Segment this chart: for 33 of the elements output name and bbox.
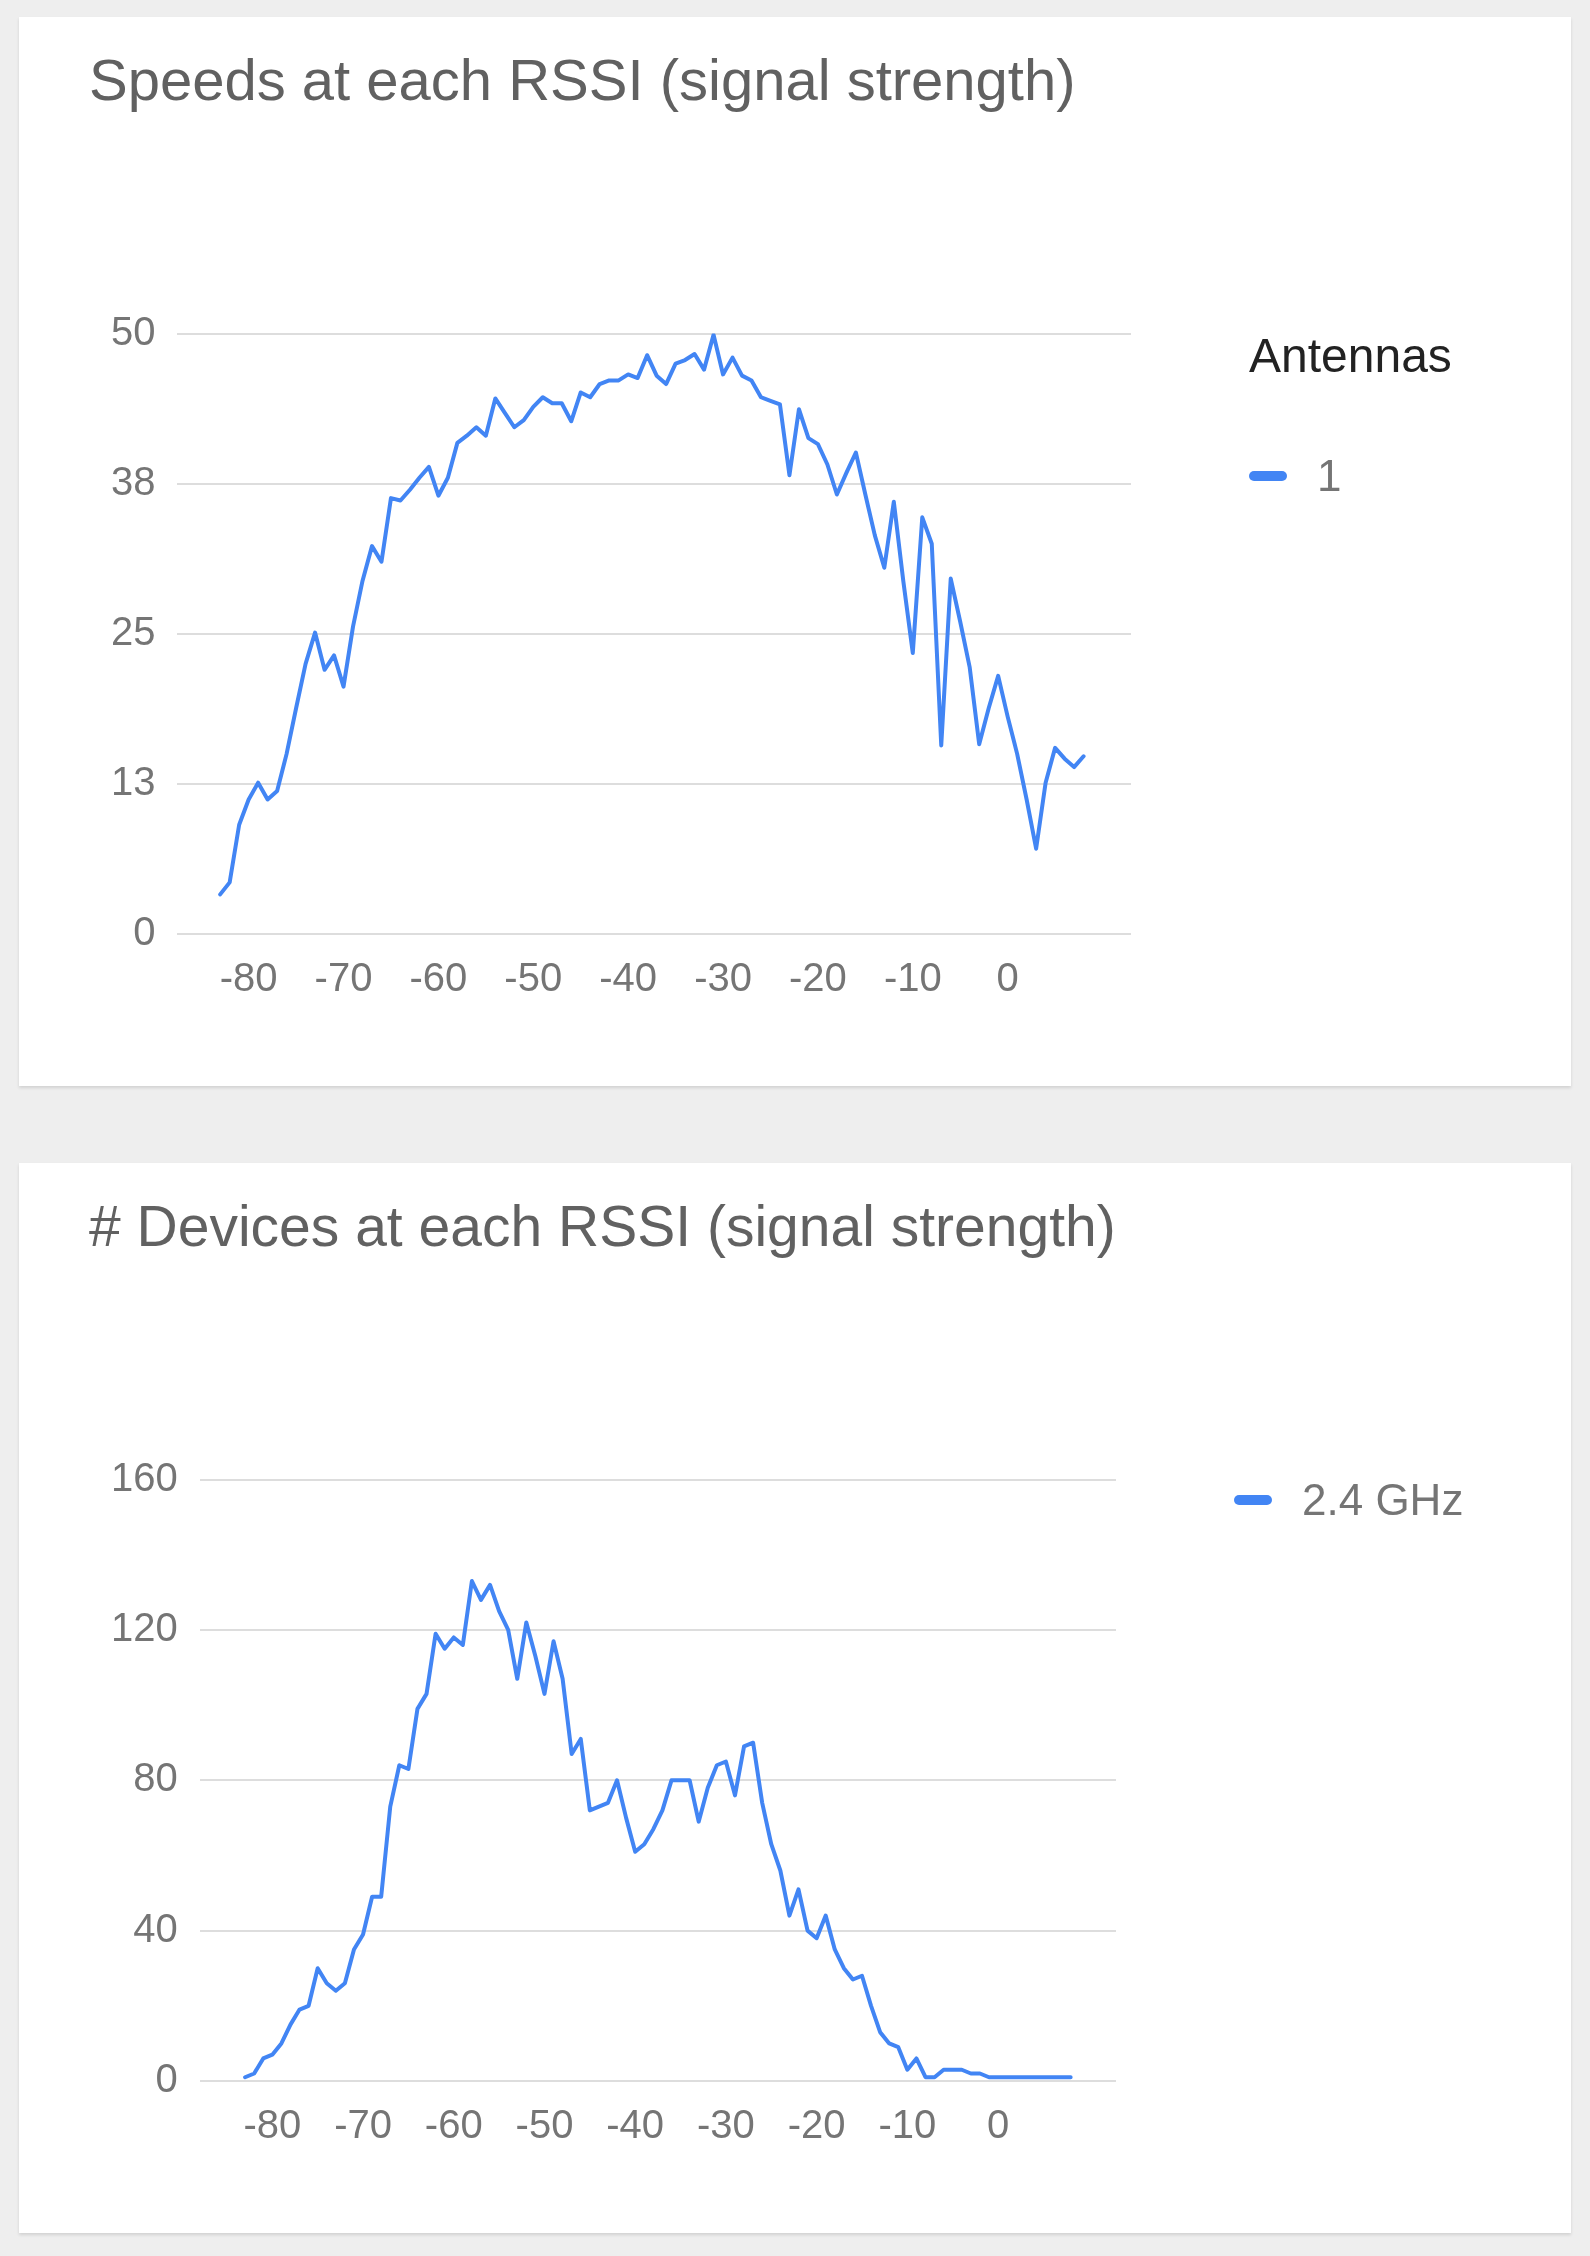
- x-tick-label: -60: [409, 955, 468, 1000]
- legend-label: 2.4 GHz: [1302, 1473, 1464, 1526]
- x-tick-label: -50: [515, 2102, 574, 2147]
- x-tick-label: -20: [787, 2102, 846, 2147]
- x-tick-label: -40: [606, 2102, 665, 2147]
- y-tick-label: 40: [133, 1905, 178, 1950]
- y-tick-label: 80: [133, 1755, 178, 1800]
- chart-title: Speeds at each RSSI (signal strength): [89, 46, 1076, 112]
- x-tick-label: -40: [599, 955, 658, 1000]
- x-tick-label: -70: [334, 2102, 392, 2147]
- x-tick-label: -80: [243, 2102, 302, 2147]
- x-tick-label: -30: [694, 955, 752, 1000]
- x-tick-label: -30: [697, 2102, 755, 2147]
- x-tick-label: 0: [996, 955, 1019, 1000]
- y-tick-label: 25: [110, 608, 156, 653]
- y-tick-label: 120: [110, 1604, 178, 1649]
- x-tick-label: 0: [986, 2102, 1010, 2147]
- y-tick-label: 38: [110, 458, 156, 503]
- x-tick-label: -10: [883, 955, 942, 1000]
- y-tick-label: 0: [155, 2056, 178, 2101]
- x-tick-label: -20: [789, 955, 847, 1000]
- chart-title: # Devices at each RSSI (signal strength): [89, 1193, 1116, 1258]
- y-tick-label: 50: [110, 308, 156, 353]
- x-tick-label: -50: [504, 955, 563, 1000]
- x-tick-label: -60: [424, 2102, 483, 2147]
- legend-title: Antennas: [1249, 327, 1452, 384]
- x-tick-label: -80: [219, 955, 278, 1000]
- y-tick-label: 160: [110, 1454, 178, 1499]
- x-tick-label: -70: [314, 955, 373, 1000]
- y-tick-label: 13: [110, 758, 156, 803]
- x-tick-label: -10: [878, 2102, 937, 2147]
- legend-label: 1: [1317, 449, 1342, 502]
- y-tick-label: 0: [133, 909, 156, 954]
